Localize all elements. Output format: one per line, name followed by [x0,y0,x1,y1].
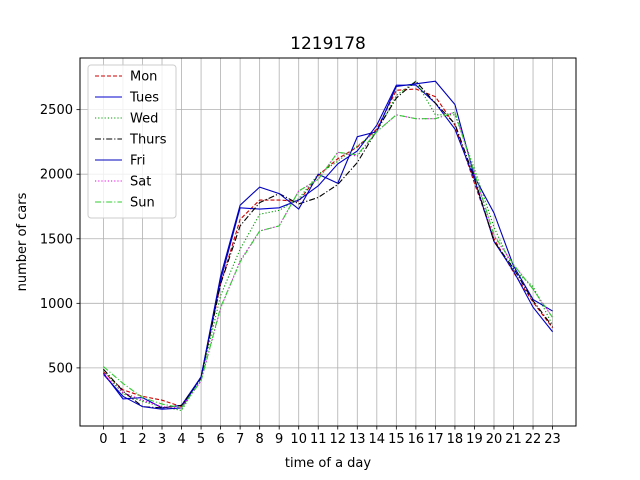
series-line-sun [103,111,554,409]
legend-label-sun: Sun [130,196,155,211]
x-tick-label: 9 [275,432,283,447]
y-tick-label: 2500 [40,103,73,118]
legend-label-sat: Sat [130,175,151,190]
x-tick-label: 16 [408,432,425,447]
legend-label-tues: Tues [129,91,159,106]
x-tick-label: 10 [290,432,307,447]
x-tick-label: 21 [505,432,522,447]
series-lines [102,80,554,412]
x-tick-label: 2 [138,432,146,447]
x-tick-label: 15 [388,432,405,447]
y-tick-label: 1500 [40,232,73,247]
y-axis-label: number of cars [15,192,30,291]
x-tick-label: 7 [236,432,244,447]
x-tick-label: 11 [310,432,327,447]
x-axis-label: time of a day [285,456,371,471]
x-tick-label: 0 [99,432,107,447]
y-tick-label: 2000 [40,168,73,183]
x-tick-label: 5 [197,432,205,447]
axis-ticks: 0 1 2 3 4 5 6 7 8 9 10 11 12 13 14 15 16 17 18 19 20 21 22 2350… [40,103,561,447]
legend-box [87,64,177,219]
x-tick-label: 23 [544,432,561,447]
x-tick-label: 3 [158,432,166,447]
legend-label-mon: Mon [130,70,157,85]
legend-label-wed: Wed [130,112,158,127]
series-line-fri [103,80,553,410]
x-tick-label: 18 [447,432,464,447]
y-tick-label: 1000 [40,297,73,312]
series-line-thurs [103,80,554,409]
plot-area-frame [79,57,577,427]
x-tick-label: 8 [256,432,264,447]
x-tick-label: 14 [369,432,386,447]
x-tick-label: 20 [486,432,503,447]
series-line-sat [103,111,554,409]
x-tick-label: 4 [177,432,185,447]
x-tick-label: 19 [466,432,483,447]
chart-title: 1219178 [290,34,366,54]
legend: Mon Tues Wed Thurs Fri Sat Sun [87,64,177,219]
x-tick-label: 6 [216,432,224,447]
x-tick-label: 13 [349,432,366,447]
x-tick-label: 1 [119,432,127,447]
legend-label-fri: Fri [130,154,146,169]
x-tick-label: 22 [525,432,542,447]
legend-label-thurs: Thurs [129,133,167,148]
y-tick-label: 500 [48,361,73,376]
x-tick-label: 12 [329,432,346,447]
x-tick-label: 17 [427,432,444,447]
